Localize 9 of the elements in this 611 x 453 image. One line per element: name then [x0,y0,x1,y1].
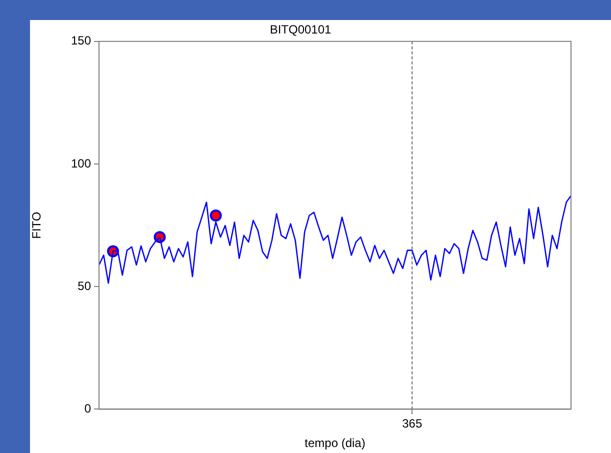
y-tick-label: 50 [78,278,92,293]
y-tick-label: 150 [70,34,92,48]
x-axis-title: tempo (dia) [304,436,366,450]
y-tick-label: 0 [84,402,92,416]
point [210,209,222,222]
y-tick-label: 100 [70,156,92,170]
y-axis-title: FITO [30,212,44,239]
chart-title: BITQ00101 [270,22,332,37]
x-tick-label: 365 [402,416,422,431]
